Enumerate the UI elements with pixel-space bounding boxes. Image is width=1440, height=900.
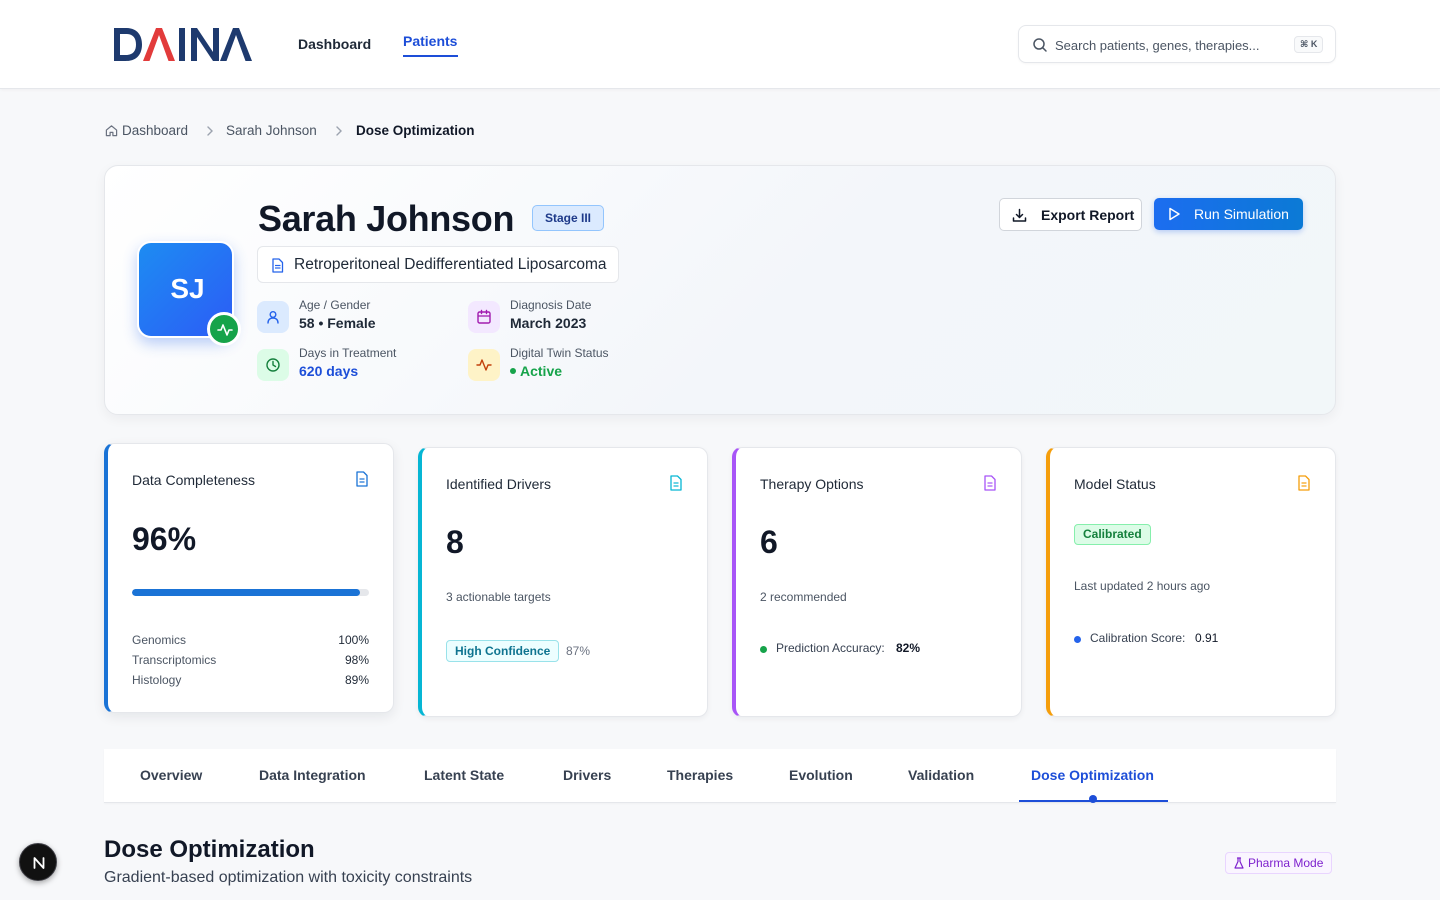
stat-card-model-status[interactable]: Model Status Calibrated Last updated 2 h… — [1046, 447, 1336, 717]
document-icon — [356, 471, 368, 487]
flask-icon — [1234, 857, 1244, 869]
activity-icon — [217, 324, 233, 336]
metric-label: Transcriptomics — [132, 653, 217, 667]
tab-data-integration[interactable]: Data Integration — [259, 767, 366, 783]
document-icon — [272, 258, 284, 273]
pharma-mode-label: Pharma Mode — [1248, 856, 1324, 870]
chevron-right-icon — [336, 126, 342, 136]
tab-overview[interactable]: Overview — [140, 767, 203, 783]
calibrated-badge: Calibrated — [1074, 524, 1151, 545]
diagnosis-text: Retroperitoneal Dedifferentiated Liposar… — [294, 256, 607, 273]
tab-drivers[interactable]: Drivers — [563, 767, 612, 783]
document-icon — [1298, 475, 1310, 491]
status-dot — [760, 646, 767, 653]
meta-value: 58 • Female — [299, 315, 376, 331]
metric-row-transcriptomics: Transcriptomics 98% — [132, 653, 369, 669]
diagnosis-pill: Retroperitoneal Dedifferentiated Liposar… — [257, 246, 620, 283]
stat-card-therapy-options[interactable]: Therapy Options 6 2 recommended Predicti… — [732, 447, 1022, 717]
meta-label: Diagnosis Date — [510, 298, 592, 312]
stat-title: Identified Drivers — [446, 476, 552, 492]
meta-label: Days in Treatment — [299, 346, 397, 360]
stat-title: Therapy Options — [760, 476, 864, 492]
chevron-right-icon — [207, 126, 213, 136]
tab-dose-optimization[interactable]: Dose Optimization — [1031, 767, 1154, 783]
stat-subtext: Last updated 2 hours ago — [1074, 579, 1211, 593]
stat-subtext: 2 recommended — [760, 590, 847, 604]
run-simulation-label: Run Simulation — [1194, 206, 1289, 222]
download-icon — [1012, 208, 1027, 222]
metric-label: Prediction Accuracy: — [776, 641, 885, 655]
global-search[interactable]: ⌘ K — [1018, 25, 1336, 63]
stat-value: 8 — [446, 524, 464, 560]
section-title: Dose Optimization — [104, 836, 315, 863]
progress-fill — [132, 589, 360, 596]
meta-value: March 2023 — [510, 315, 587, 331]
status-dot — [1074, 636, 1081, 643]
metric-value: 100% — [338, 633, 369, 647]
stat-card-data-completeness[interactable]: Data Completeness 96% Genomics 100% Tran… — [104, 443, 394, 713]
metric-label: Histology — [132, 673, 182, 687]
nav-dashboard[interactable]: Dashboard — [298, 36, 372, 52]
metric-row-histology: Histology 89% — [132, 673, 369, 689]
daina-logo[interactable] — [112, 25, 257, 65]
metric-value: 89% — [344, 673, 369, 687]
meta-label: Age / Gender — [299, 298, 371, 312]
twin-active-indicator — [207, 312, 241, 346]
tab-latent-state[interactable]: Latent State — [424, 767, 505, 783]
meta-label: Digital Twin Status — [510, 346, 609, 360]
export-report-label: Export Report — [1041, 207, 1135, 223]
breadcrumb-dashboard[interactable]: Dashboard — [122, 123, 189, 138]
metric-value: 98% — [344, 653, 369, 667]
export-report-button[interactable]: Export Report — [999, 198, 1142, 231]
stat-title: Model Status — [1074, 476, 1156, 492]
twin-status-text: Active — [520, 363, 563, 379]
meta-value: 620 days — [299, 363, 359, 379]
pharma-mode-badge[interactable]: Pharma Mode — [1225, 852, 1333, 874]
play-icon — [1169, 207, 1180, 221]
status-dot — [510, 368, 516, 375]
home-icon[interactable] — [105, 124, 118, 137]
meta-value: Active — [510, 363, 562, 379]
metric-value: 0.91 — [1195, 631, 1219, 645]
stat-title: Data Completeness — [132, 472, 255, 488]
nav-patients[interactable]: Patients — [403, 33, 458, 49]
patient-header-card: SJ Sarah Johnson Stage III Retroperitone… — [104, 165, 1336, 415]
document-icon — [670, 475, 682, 491]
patient-name: Sarah Johnson — [258, 198, 515, 239]
completeness-progress-bar — [132, 589, 369, 596]
search-icon — [1033, 38, 1047, 52]
search-shortcut-hint: ⌘ K — [1294, 36, 1324, 53]
avatar-initials: SJ — [170, 273, 205, 304]
active-tab-dot — [1089, 795, 1097, 803]
metric-row-genomics: Genomics 100% — [132, 633, 369, 649]
calendar-icon — [468, 301, 500, 333]
clock-icon — [257, 349, 289, 381]
breadcrumb-patient[interactable]: Sarah Johnson — [226, 123, 317, 138]
stat-value: 6 — [760, 524, 778, 560]
top-navigation-bar: Dashboard Patients ⌘ K — [0, 0, 1440, 89]
dev-tools-button[interactable] — [19, 843, 57, 881]
stage-badge: Stage III — [532, 205, 605, 231]
stat-card-identified-drivers[interactable]: Identified Drivers 8 3 actionable target… — [418, 447, 708, 717]
metric-label: Genomics — [132, 633, 187, 647]
stat-value: 96% — [132, 521, 197, 557]
activity-icon — [468, 349, 500, 381]
metric-label: Calibration Score: — [1090, 631, 1186, 645]
search-input[interactable] — [1055, 35, 1285, 55]
user-icon — [257, 301, 289, 333]
tab-therapies[interactable]: Therapies — [667, 767, 734, 783]
run-simulation-button[interactable]: Run Simulation — [1154, 198, 1303, 230]
nav-active-indicator — [403, 55, 458, 57]
patient-tabs: Overview Data Integration Latent State D… — [104, 749, 1336, 803]
confidence-badge: High Confidence — [446, 640, 560, 662]
stat-subtext: 3 actionable targets — [446, 590, 551, 604]
tab-validation[interactable]: Validation — [908, 767, 975, 783]
section-subtitle: Gradient-based optimization with toxicit… — [104, 869, 473, 886]
metric-value: 82% — [896, 641, 921, 655]
confidence-value: 87% — [566, 644, 591, 658]
document-icon — [984, 475, 996, 491]
next-logo-icon — [33, 857, 45, 869]
breadcrumb-current: Dose Optimization — [356, 123, 475, 138]
tab-evolution[interactable]: Evolution — [789, 767, 853, 783]
